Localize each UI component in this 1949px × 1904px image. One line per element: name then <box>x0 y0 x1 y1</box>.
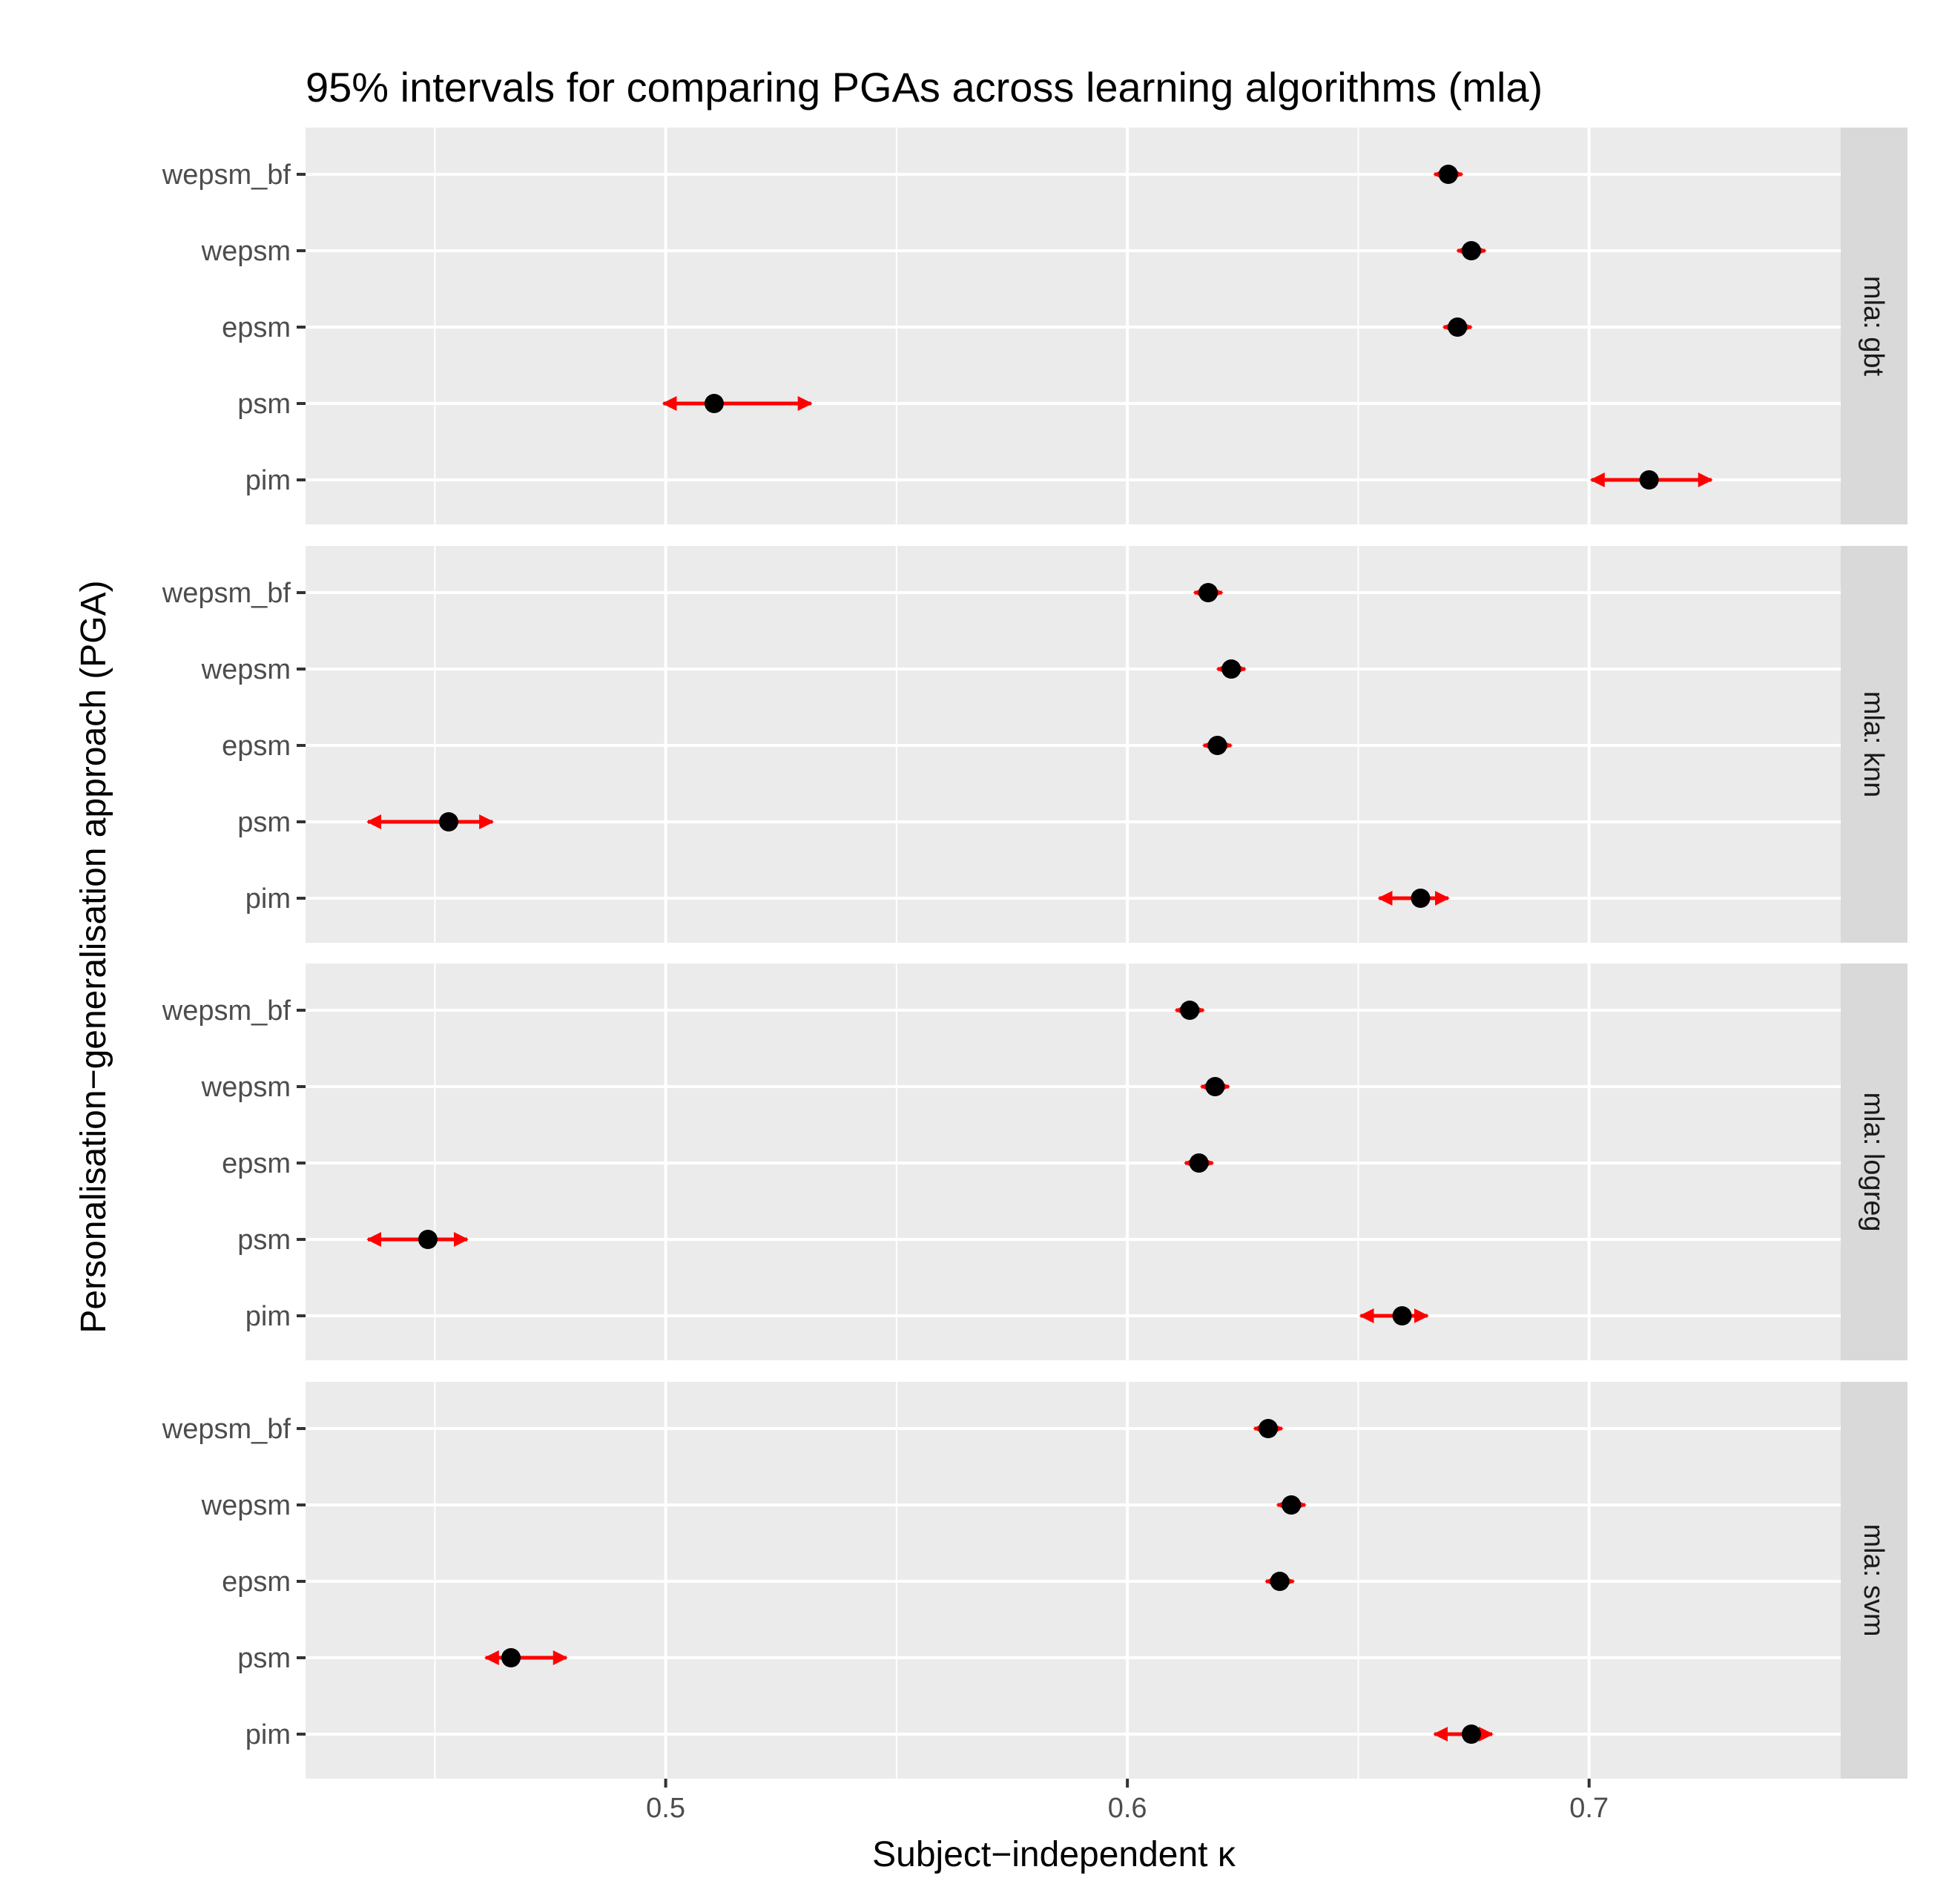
x-axis-title: Subject−independent κ <box>872 1835 1236 1874</box>
y-tick-label: pim <box>245 883 291 915</box>
facet-strip <box>1841 963 1907 1360</box>
y-tick-label: wepsm_bf <box>162 159 291 191</box>
facet-strip-label: mla: svm <box>1858 1524 1889 1637</box>
y-tick-label: psm <box>237 389 291 420</box>
y-tick-label: wepsm <box>201 236 291 267</box>
point-wepsm <box>1221 659 1241 679</box>
point-wepsm_bf <box>1180 1001 1200 1020</box>
point-wepsm <box>1282 1495 1302 1515</box>
y-tick-label: wepsm <box>201 1490 291 1521</box>
y-tick-label: pim <box>245 465 291 496</box>
x-tick-label: 0.6 <box>1108 1793 1147 1824</box>
y-axis-title: Personalisation−generalisation approach … <box>74 580 113 1333</box>
y-tick-label: psm <box>237 1225 291 1256</box>
chart-title: 95% intervals for comparing PGAs across … <box>306 64 1543 111</box>
point-psm <box>501 1648 521 1667</box>
y-tick-label: wepsm_bf <box>162 578 291 609</box>
x-axis: 0.5 0.6 0.7 <box>646 1779 1609 1824</box>
point-psm <box>418 1230 438 1249</box>
facet-strip <box>1841 1382 1907 1779</box>
point-wepsm_bf <box>1438 165 1458 184</box>
point-epsm <box>1448 317 1468 337</box>
point-pim <box>1461 1725 1481 1744</box>
y-tick-label: epsm <box>222 312 291 343</box>
y-tick-label: wepsm <box>201 654 291 685</box>
facet-strip-label: mla: knn <box>1858 691 1889 798</box>
point-epsm <box>1189 1153 1209 1173</box>
y-tick-label: psm <box>237 807 291 838</box>
point-pim <box>1411 889 1431 908</box>
point-wepsm_bf <box>1259 1419 1279 1438</box>
facet-strip-label: mla: logreg <box>1858 1093 1889 1232</box>
facet-strip-label: mla: gbt <box>1858 276 1889 377</box>
x-tick-label: 0.5 <box>646 1793 685 1824</box>
y-tick-label: wepsm_bf <box>162 995 291 1027</box>
point-pim <box>1392 1306 1412 1325</box>
point-psm <box>438 812 458 831</box>
point-psm <box>704 394 724 413</box>
y-tick-label: wepsm <box>201 1072 291 1103</box>
facet-strip <box>1841 546 1907 943</box>
point-epsm <box>1270 1572 1290 1591</box>
point-epsm <box>1207 736 1227 755</box>
point-pim <box>1639 470 1659 490</box>
point-wepsm <box>1205 1077 1225 1096</box>
x-tick-label: 0.7 <box>1569 1793 1609 1824</box>
y-tick-label: epsm <box>222 731 291 762</box>
y-tick-label: pim <box>245 1301 291 1332</box>
facet-strip <box>1841 128 1907 524</box>
y-tick-label: psm <box>237 1643 291 1674</box>
y-tick-label: wepsm_bf <box>162 1414 291 1445</box>
y-tick-label: epsm <box>222 1567 291 1598</box>
point-wepsm_bf <box>1198 583 1218 602</box>
y-tick-label: pim <box>245 1719 291 1750</box>
point-wepsm <box>1461 241 1481 260</box>
y-tick-label: epsm <box>222 1148 291 1179</box>
